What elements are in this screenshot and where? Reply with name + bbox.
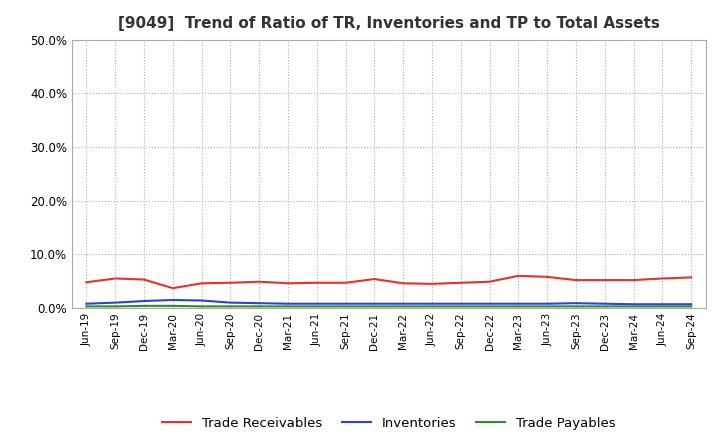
Trade Payables xyxy=(82,304,91,309)
Trade Payables xyxy=(341,304,350,309)
Inventories xyxy=(629,301,638,307)
Trade Payables xyxy=(370,304,379,309)
Trade Receivables xyxy=(370,276,379,282)
Trade Payables xyxy=(226,304,235,309)
Trade Receivables xyxy=(255,279,264,284)
Inventories xyxy=(658,301,667,307)
Trade Payables xyxy=(600,304,609,309)
Trade Payables xyxy=(629,304,638,309)
Trade Receivables xyxy=(629,278,638,283)
Inventories xyxy=(370,301,379,306)
Trade Receivables xyxy=(399,281,408,286)
Inventories xyxy=(226,300,235,305)
Trade Receivables xyxy=(687,275,696,280)
Inventories xyxy=(687,301,696,307)
Inventories xyxy=(514,301,523,306)
Inventories xyxy=(284,301,292,306)
Trade Receivables xyxy=(168,286,177,291)
Trade Receivables xyxy=(456,280,465,286)
Inventories xyxy=(485,301,494,306)
Trade Receivables xyxy=(226,280,235,286)
Trade Payables xyxy=(197,304,206,309)
Inventories xyxy=(543,301,552,306)
Trade Receivables xyxy=(312,280,321,286)
Inventories xyxy=(572,301,580,306)
Trade Payables xyxy=(312,304,321,309)
Trade Payables xyxy=(399,304,408,309)
Inventories xyxy=(312,301,321,306)
Trade Receivables xyxy=(658,276,667,281)
Trade Receivables xyxy=(341,280,350,286)
Trade Payables xyxy=(572,304,580,309)
Trade Receivables xyxy=(197,281,206,286)
Inventories xyxy=(197,298,206,303)
Trade Receivables xyxy=(543,274,552,279)
Trade Payables xyxy=(428,304,436,309)
Trade Receivables xyxy=(140,277,148,282)
Legend: Trade Receivables, Inventories, Trade Payables: Trade Receivables, Inventories, Trade Pa… xyxy=(163,417,615,429)
Trade Payables xyxy=(514,304,523,309)
Title: [9049]  Trend of Ratio of TR, Inventories and TP to Total Assets: [9049] Trend of Ratio of TR, Inventories… xyxy=(118,16,660,32)
Trade Receivables xyxy=(111,276,120,281)
Trade Receivables xyxy=(82,279,91,285)
Trade Payables xyxy=(284,304,292,309)
Trade Payables xyxy=(111,304,120,309)
Inventories xyxy=(82,301,91,306)
Trade Payables xyxy=(140,303,148,308)
Inventories xyxy=(428,301,436,306)
Trade Payables xyxy=(658,304,667,309)
Trade Payables xyxy=(543,304,552,309)
Trade Payables xyxy=(456,304,465,309)
Trade Receivables xyxy=(284,281,292,286)
Trade Payables xyxy=(687,304,696,309)
Trade Payables xyxy=(485,304,494,309)
Trade Receivables xyxy=(514,273,523,279)
Inventories xyxy=(111,300,120,305)
Trade Receivables xyxy=(485,279,494,284)
Inventories xyxy=(168,297,177,303)
Trade Payables xyxy=(255,304,264,309)
Trade Receivables xyxy=(600,278,609,283)
Trade Receivables xyxy=(572,278,580,283)
Line: Trade Receivables: Trade Receivables xyxy=(86,276,691,288)
Trade Receivables xyxy=(428,281,436,286)
Inventories xyxy=(399,301,408,306)
Inventories xyxy=(456,301,465,306)
Inventories xyxy=(600,301,609,306)
Inventories xyxy=(255,301,264,306)
Inventories xyxy=(140,298,148,304)
Inventories xyxy=(341,301,350,306)
Line: Inventories: Inventories xyxy=(86,300,691,304)
Trade Payables xyxy=(168,303,177,308)
